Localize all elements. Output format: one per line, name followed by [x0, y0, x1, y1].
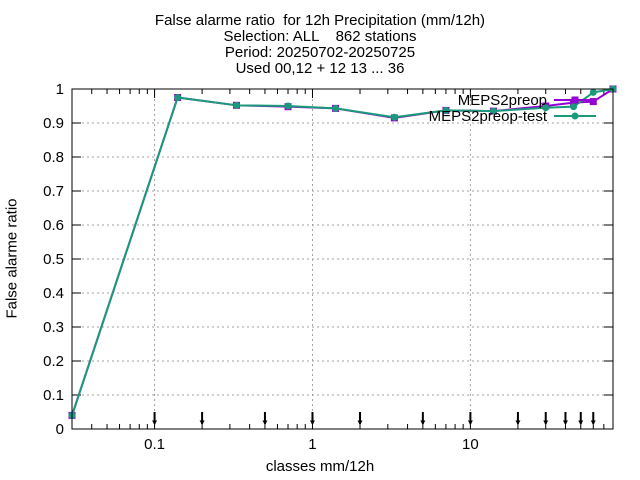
- series-line-2: [71, 88, 614, 416]
- y-tick-label: 0.3: [43, 319, 64, 336]
- class-marker-head: [357, 420, 363, 425]
- y-tick-label: 0.6: [43, 217, 64, 234]
- data-point-series-2: [390, 113, 398, 121]
- class-marker-head: [562, 420, 568, 425]
- legend-label-series-2: MEPS2preop-test: [429, 108, 548, 125]
- plot-frame: [71, 88, 614, 430]
- data-point-series-2: [542, 104, 550, 112]
- class-marker-head: [543, 420, 549, 425]
- legend-marker-series-2: [571, 112, 579, 120]
- y-tick-label: 0.1: [43, 387, 64, 404]
- legend-marker-series-1: [571, 96, 579, 104]
- data-point-series-2: [332, 104, 340, 112]
- data-point-series-2: [232, 101, 240, 109]
- class-marker-head: [420, 420, 426, 425]
- legend-label-series-1: MEPS2preop: [458, 92, 547, 109]
- chart-title-line-1: False alarme ratio for 12h Precipitation…: [154, 12, 486, 29]
- class-marker-head: [578, 420, 584, 425]
- y-axis-label: False alarme ratio: [3, 198, 21, 319]
- data-point-series-2: [570, 103, 578, 111]
- y-tick-label: 0: [56, 421, 64, 438]
- chart-title-line-2: Selection: ALL 862 stations: [223, 28, 417, 45]
- x-tick-label: 0.1: [144, 436, 165, 453]
- data-point-series-1: [589, 98, 597, 106]
- chart-title-line-4: Used 00,12 + 12 13 ... 36: [235, 60, 405, 77]
- class-marker-head: [199, 420, 205, 425]
- y-tick-label: 0.4: [43, 285, 64, 302]
- class-marker-head: [152, 420, 158, 425]
- class-marker-head: [309, 420, 315, 425]
- class-marker-head: [467, 420, 473, 425]
- y-tick-label: 0.5: [43, 251, 64, 268]
- y-tick-label: 0.2: [43, 353, 64, 370]
- class-marker-head: [262, 420, 268, 425]
- y-tick-label: 0.9: [43, 115, 64, 132]
- class-marker-head: [590, 420, 596, 425]
- data-point-series-2: [442, 106, 450, 114]
- series-line-1: [71, 88, 614, 416]
- chart-title-line-3: Period: 20250702-20250725: [224, 44, 416, 61]
- data-point-series-2: [589, 88, 597, 96]
- class-marker-head: [515, 420, 521, 425]
- x-tick-label: 10: [462, 436, 479, 453]
- x-axis-label: classes mm/12h: [265, 458, 375, 475]
- x-tick-label: 1: [308, 436, 316, 453]
- y-tick-label: 1: [56, 81, 64, 98]
- y-tick-label: 0.7: [43, 183, 64, 200]
- data-point-series-2: [284, 102, 292, 110]
- data-point-series-2: [174, 94, 182, 101]
- y-tick-label: 0.8: [43, 149, 64, 166]
- data-point-series-2: [489, 107, 497, 115]
